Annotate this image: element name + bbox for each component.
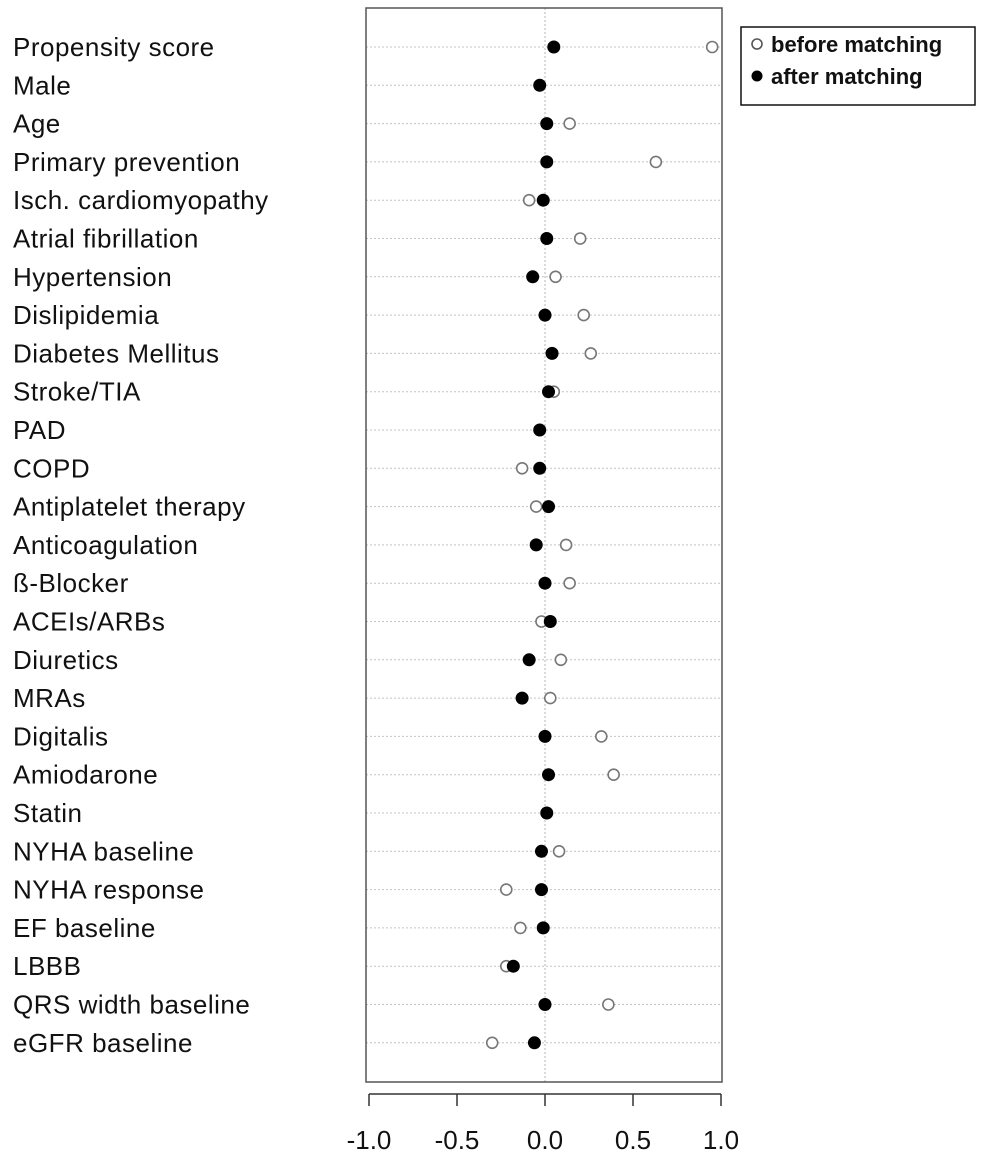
point-after-matching xyxy=(534,883,548,897)
data-points xyxy=(485,40,719,1050)
point-after-matching xyxy=(547,40,561,54)
point-before-matching xyxy=(563,117,576,130)
point-before-matching xyxy=(515,461,529,475)
point-before-matching xyxy=(554,653,568,667)
category-label: QRS width baseline xyxy=(13,990,250,1020)
point-after-matching xyxy=(538,729,552,743)
point-before-matching xyxy=(584,347,598,360)
x-tick-label: -0.5 xyxy=(435,1125,480,1155)
point-before-matching xyxy=(522,193,536,207)
category-label: Anticoagulation xyxy=(13,530,198,560)
category-label: Diuretics xyxy=(13,645,119,675)
x-axis: -1.0 -0.5 0.0 0.5 1.0 xyxy=(347,1093,739,1155)
x-tick-label: -1.0 xyxy=(347,1125,392,1155)
point-after-matching xyxy=(533,461,547,475)
point-after-matching xyxy=(506,959,520,973)
point-after-matching xyxy=(536,193,550,207)
category-label: EF baseline xyxy=(13,913,156,943)
point-before-matching xyxy=(602,998,615,1011)
category-label: LBBB xyxy=(13,951,82,981)
category-label: Statin xyxy=(13,798,83,828)
plot-frame xyxy=(365,7,723,1083)
point-after-matching xyxy=(534,844,548,858)
point-before-matching xyxy=(595,730,608,743)
point-before-matching xyxy=(649,155,663,169)
point-after-matching xyxy=(540,117,554,131)
category-label: Amiodarone xyxy=(13,760,158,790)
point-before-matching xyxy=(549,270,562,284)
category-label: MRAs xyxy=(13,683,86,713)
point-after-matching xyxy=(542,768,556,782)
point-before-matching xyxy=(573,232,587,245)
legend-marker-before xyxy=(751,38,763,50)
point-before-matching xyxy=(485,1036,499,1050)
point-after-matching xyxy=(526,270,540,284)
category-label: eGFR baseline xyxy=(13,1028,193,1058)
point-before-matching xyxy=(543,691,557,705)
point-after-matching xyxy=(533,423,547,437)
category-label: NYHA response xyxy=(13,875,204,905)
category-label: ß-Blocker xyxy=(13,568,129,598)
point-after-matching xyxy=(515,691,529,705)
point-after-matching xyxy=(527,1036,541,1050)
point-after-matching xyxy=(540,232,554,245)
point-before-matching xyxy=(529,500,543,513)
point-after-matching xyxy=(543,615,557,628)
category-label: Diabetes Mellitus xyxy=(13,338,219,368)
point-before-matching xyxy=(499,883,513,896)
point-after-matching xyxy=(533,78,547,92)
category-label: PAD xyxy=(13,415,66,445)
point-after-matching xyxy=(538,576,552,590)
point-after-matching xyxy=(522,653,536,667)
point-after-matching xyxy=(540,155,554,169)
legend-marker-after xyxy=(751,70,763,82)
x-tick-label: 1.0 xyxy=(703,1125,739,1155)
point-after-matching xyxy=(536,921,550,935)
point-after-matching xyxy=(545,346,559,360)
point-before-matching xyxy=(577,308,591,322)
legend-label-before: before matching xyxy=(771,32,942,57)
legend-label-after: after matching xyxy=(771,64,923,89)
category-label: NYHA baseline xyxy=(13,836,194,866)
category-label: Antiplatelet therapy xyxy=(13,492,246,522)
point-before-matching xyxy=(607,768,620,782)
legend-box xyxy=(740,26,976,106)
x-tick-label: 0.0 xyxy=(527,1125,563,1155)
category-label: Male xyxy=(13,70,71,100)
point-before-matching xyxy=(514,921,527,935)
category-label: Stroke/TIA xyxy=(13,377,141,407)
legend: before matching after matching xyxy=(740,26,976,106)
x-tick-label: 0.5 xyxy=(615,1125,651,1155)
category-label: Digitalis xyxy=(13,721,109,751)
category-label: Age xyxy=(13,109,61,139)
point-after-matching xyxy=(542,385,556,399)
category-label: ACEIs/ARBs xyxy=(13,607,165,637)
point-after-matching xyxy=(538,998,552,1011)
category-label: Dislipidemia xyxy=(13,300,159,330)
category-label: Isch. cardiomyopathy xyxy=(13,185,269,215)
point-after-matching xyxy=(540,806,554,820)
category-label: COPD xyxy=(13,453,90,483)
point-before-matching xyxy=(563,576,576,590)
point-after-matching xyxy=(529,538,543,552)
category-labels: Propensity score Male Age Primary preventio… xyxy=(13,32,269,1058)
point-after-matching xyxy=(542,500,556,514)
category-label: Hypertension xyxy=(13,262,172,292)
point-before-matching xyxy=(559,538,573,552)
point-before-matching xyxy=(705,40,719,54)
point-before-matching xyxy=(552,844,566,858)
category-label: Atrial fibrillation xyxy=(13,224,199,254)
category-label: Primary prevention xyxy=(13,147,240,177)
point-after-matching xyxy=(538,308,552,322)
category-label: Propensity score xyxy=(13,32,215,62)
